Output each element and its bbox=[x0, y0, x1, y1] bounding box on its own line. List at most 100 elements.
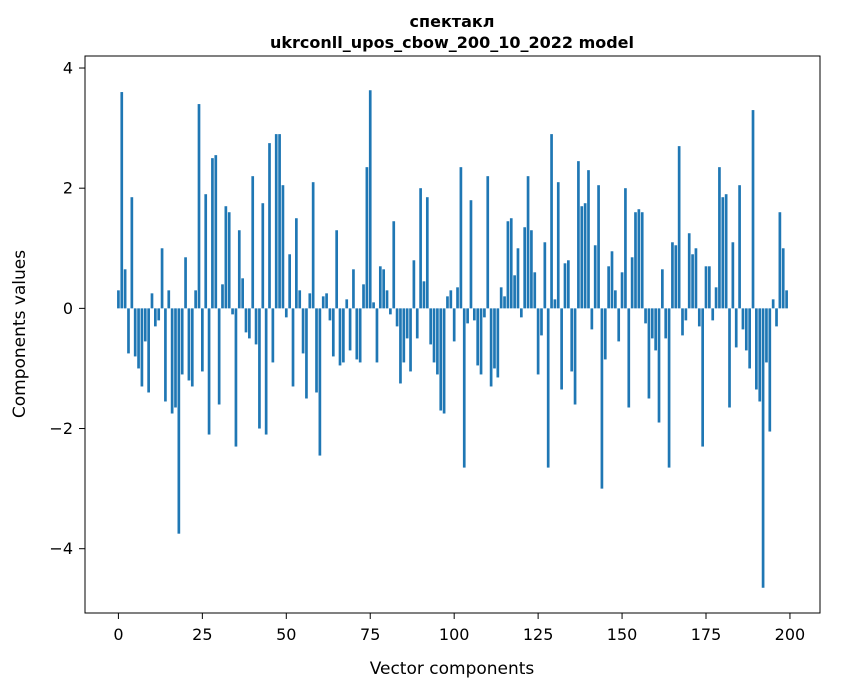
bar bbox=[718, 167, 721, 309]
bar bbox=[513, 275, 516, 309]
bar bbox=[530, 230, 533, 309]
bar bbox=[597, 185, 600, 309]
bar bbox=[768, 308, 772, 432]
bar bbox=[543, 242, 547, 309]
bar bbox=[741, 308, 745, 330]
bar bbox=[231, 308, 234, 315]
bar bbox=[415, 308, 419, 339]
bar bbox=[174, 308, 177, 408]
bar bbox=[261, 203, 265, 309]
x-tick-label: 0 bbox=[113, 625, 123, 644]
bar bbox=[476, 308, 480, 366]
bar bbox=[728, 308, 731, 408]
bar bbox=[563, 263, 567, 309]
bar bbox=[661, 269, 664, 309]
bar bbox=[184, 257, 187, 309]
bar bbox=[489, 308, 493, 387]
bar bbox=[412, 260, 416, 309]
bar bbox=[409, 308, 412, 372]
bar bbox=[483, 308, 486, 318]
bar bbox=[550, 134, 553, 309]
bar bbox=[315, 308, 318, 393]
bar bbox=[372, 302, 375, 309]
bar bbox=[311, 182, 315, 309]
bar bbox=[271, 308, 275, 363]
bar bbox=[459, 167, 463, 309]
x-tick-label: 200 bbox=[775, 625, 806, 644]
bar bbox=[425, 197, 429, 309]
bar bbox=[352, 269, 355, 309]
bar bbox=[221, 284, 224, 309]
bar bbox=[479, 308, 483, 375]
bar bbox=[170, 308, 174, 414]
chart-title-line1: спектакл bbox=[410, 12, 495, 31]
bar bbox=[133, 308, 137, 357]
bar bbox=[180, 308, 184, 375]
bar bbox=[211, 158, 214, 309]
bar bbox=[147, 308, 150, 393]
bar bbox=[117, 290, 120, 309]
x-tick-label: 50 bbox=[276, 625, 296, 644]
bar bbox=[449, 290, 453, 309]
bar bbox=[462, 308, 466, 468]
bar bbox=[580, 206, 584, 309]
bar bbox=[630, 257, 634, 309]
bars-layer bbox=[117, 90, 788, 588]
bar bbox=[509, 218, 513, 309]
axes-frame bbox=[84, 55, 821, 614]
bar bbox=[587, 170, 590, 309]
chart-title-line2: ukrconll_upos_cbow_200_10_2022 model bbox=[270, 33, 634, 52]
bar bbox=[519, 308, 523, 318]
bar bbox=[765, 308, 768, 363]
bar bbox=[738, 185, 741, 309]
bar bbox=[140, 308, 144, 387]
bar bbox=[342, 308, 345, 363]
bar bbox=[617, 308, 621, 342]
bar bbox=[227, 212, 231, 309]
bar bbox=[731, 242, 735, 309]
bar bbox=[755, 308, 758, 390]
bar bbox=[127, 308, 130, 354]
bar bbox=[281, 185, 285, 309]
bar bbox=[573, 308, 577, 405]
bar bbox=[657, 308, 661, 423]
y-tick-label: −2 bbox=[49, 419, 73, 438]
bar bbox=[533, 272, 537, 309]
bar bbox=[785, 290, 788, 309]
bar bbox=[382, 269, 386, 309]
bar bbox=[204, 194, 208, 309]
bar bbox=[392, 221, 396, 309]
bar bbox=[526, 176, 530, 309]
x-tick-label: 125 bbox=[523, 625, 554, 644]
bar bbox=[362, 284, 365, 309]
bar bbox=[284, 308, 288, 318]
bar bbox=[291, 308, 295, 387]
bar bbox=[120, 92, 124, 309]
x-tick-label: 100 bbox=[439, 625, 470, 644]
bar bbox=[493, 308, 496, 369]
bar bbox=[614, 290, 617, 309]
x-tick-label: 175 bbox=[691, 625, 722, 644]
bar bbox=[150, 293, 154, 309]
bar bbox=[560, 308, 563, 390]
bar bbox=[177, 308, 181, 534]
bar bbox=[328, 308, 332, 321]
bar bbox=[385, 290, 389, 309]
bar bbox=[395, 308, 399, 327]
bar bbox=[556, 182, 560, 309]
bar bbox=[305, 308, 308, 399]
bar bbox=[452, 308, 456, 342]
bar bbox=[295, 218, 298, 309]
bar bbox=[701, 308, 704, 447]
bar bbox=[620, 272, 624, 309]
bar bbox=[268, 143, 271, 309]
bar bbox=[378, 266, 382, 309]
bar bbox=[160, 248, 164, 309]
bar bbox=[667, 308, 671, 468]
bar bbox=[298, 290, 302, 309]
bar bbox=[654, 308, 657, 351]
bar bbox=[157, 308, 161, 321]
y-tick-label: 4 bbox=[63, 59, 73, 78]
bar bbox=[214, 155, 218, 309]
bar bbox=[130, 197, 134, 309]
